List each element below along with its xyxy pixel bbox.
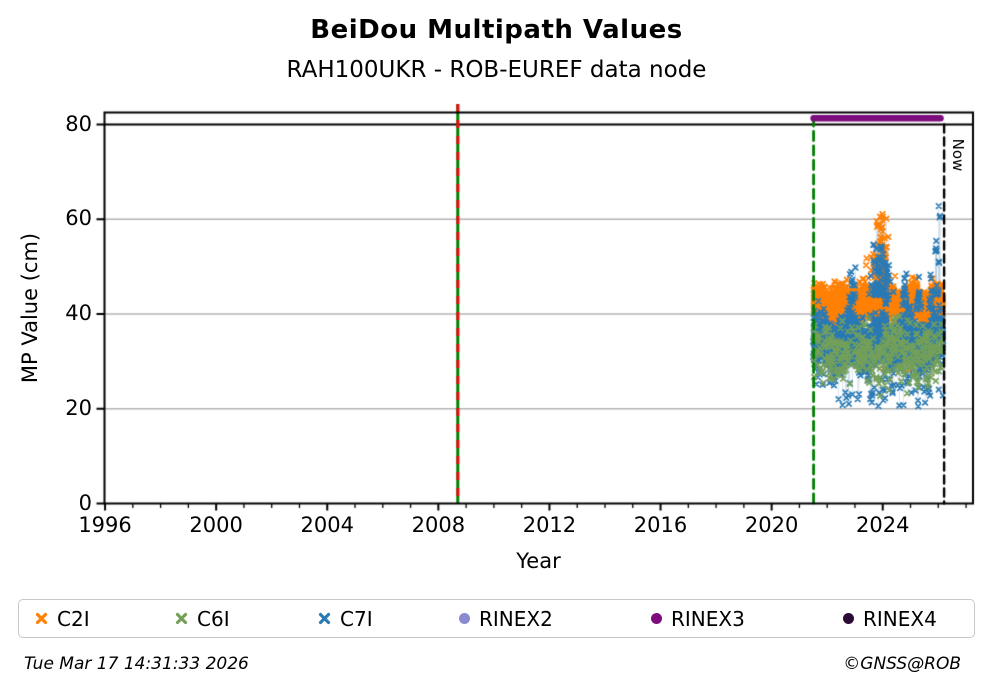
x-tick-label: 2024 bbox=[855, 513, 910, 537]
chart-title: BeiDou Multipath Values bbox=[310, 15, 683, 45]
legend-item-c6i: C6I bbox=[175, 607, 318, 631]
y-tick-label: 40 bbox=[65, 301, 92, 325]
legend-label: C6I bbox=[197, 606, 230, 631]
copyright-note: ©GNSS@ROB bbox=[843, 654, 961, 674]
x-tick-label: 2020 bbox=[744, 513, 799, 537]
multipath-scatter-chart bbox=[0, 0, 993, 595]
x-tick-label: 2016 bbox=[633, 513, 688, 537]
legend-label: C2I bbox=[57, 606, 90, 631]
rinex2-dot-marker-icon bbox=[459, 613, 470, 624]
x-tick-label: 2008 bbox=[411, 513, 466, 537]
x-tick-label: 2000 bbox=[189, 513, 243, 537]
legend-label: RINEX4 bbox=[863, 606, 937, 631]
now-line-label: Now bbox=[949, 138, 967, 172]
rinex4-dot-marker-icon bbox=[843, 613, 854, 624]
legend: C2I C6I C7I RINEX2 RINEX3 RINEX4 bbox=[18, 599, 975, 638]
legend-label: RINEX2 bbox=[479, 606, 553, 631]
x-tick-label: 2004 bbox=[300, 513, 354, 537]
legend-label: RINEX3 bbox=[671, 606, 745, 631]
x-tick-label: 1996 bbox=[78, 513, 132, 537]
chart-subtitle: RAH100UKR - ROB-EUREF data node bbox=[286, 57, 707, 83]
plot-timestamp: Tue Mar 17 14:31:33 2026 bbox=[24, 654, 249, 674]
legend-item-rinex3: RINEX3 bbox=[651, 607, 843, 631]
legend-item-rinex2: RINEX2 bbox=[459, 607, 651, 631]
y-tick-label: 80 bbox=[65, 111, 92, 136]
legend-item-c7i: C7I bbox=[318, 607, 459, 631]
y-tick-label: 0 bbox=[78, 490, 92, 515]
c7i-x-marker-icon bbox=[318, 612, 331, 625]
y-tick-label: 60 bbox=[65, 206, 92, 231]
legend-item-rinex4: RINEX4 bbox=[843, 607, 974, 631]
legend-label: C7I bbox=[340, 606, 373, 631]
x-axis-label: Year bbox=[516, 549, 561, 573]
legend-item-c2i: C2I bbox=[35, 607, 175, 631]
c2i-x-marker-icon bbox=[35, 612, 48, 625]
y-tick-label: 20 bbox=[65, 395, 92, 420]
rinex3-dot-marker-icon bbox=[651, 613, 662, 624]
c6i-x-marker-icon bbox=[175, 612, 188, 625]
x-tick-label: 2012 bbox=[522, 513, 577, 537]
